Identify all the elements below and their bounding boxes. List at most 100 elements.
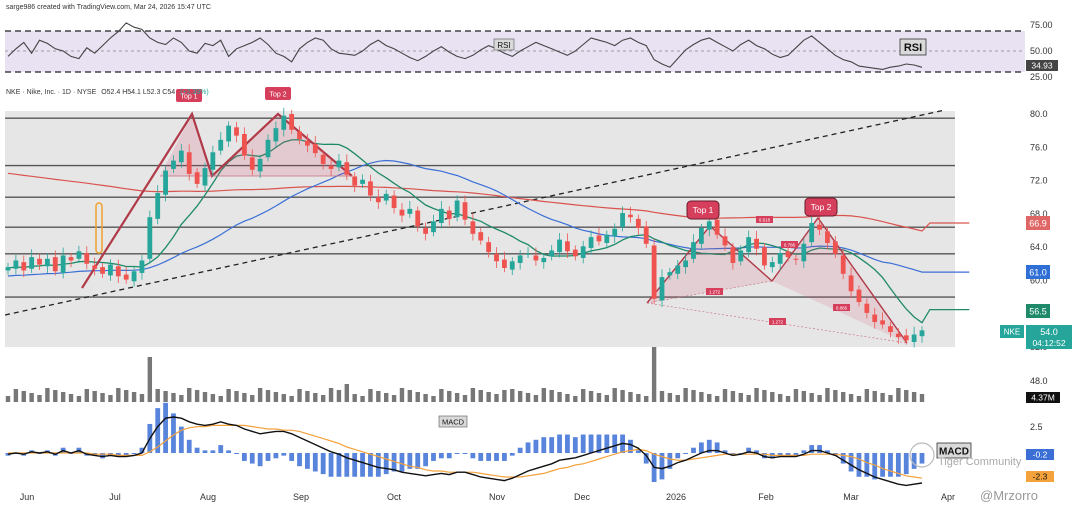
macd-hist-bar [407,453,413,469]
price-tick: 76.0 [1030,142,1048,152]
rsi-tick-25: 25.00 [1030,72,1053,82]
macd-hist-bar [297,453,302,467]
x-tick: Feb [758,492,774,502]
volume-bar [785,396,791,402]
macd-hist-bar [383,453,389,475]
macd-hist-bar [257,453,263,467]
candle [391,195,397,209]
macd-title: MACD [442,418,465,427]
volume-bar [730,391,736,402]
macd-hist-bar [123,453,129,456]
badge-top1-left-bg [176,89,202,102]
candle [234,127,239,136]
volume-bar [833,390,838,402]
volume-bar [179,395,184,402]
volume-bar [289,396,294,402]
candle [218,139,224,151]
volume-bar [391,395,397,402]
volume-bar [407,390,413,402]
candle [683,260,689,268]
volume-bar [336,390,342,402]
volume-bar [439,389,444,402]
macd-hist-bar [557,434,562,453]
volume-bar [187,388,192,402]
volume-bar [163,391,168,402]
macd-hist-bar [320,453,326,475]
sma-red [7,172,970,232]
macd-line [7,416,923,487]
x-tick: Jun [20,492,35,502]
volume-bar [533,395,539,402]
price-tick: 72.0 [1030,176,1048,186]
candle [872,314,878,323]
volume-bar [746,395,751,402]
candle [92,265,98,269]
label-volume: 4.37M [1031,393,1055,403]
rsi-line [7,22,923,70]
macd-hist-bar [478,453,484,461]
volume-bar [13,389,19,402]
volume-bar [494,394,499,402]
candle [415,210,421,227]
macd-hist-bar [494,453,499,461]
macd-hist-bar [549,437,555,453]
candle [407,208,413,214]
rsi-tick-50: 50.00 [1030,46,1053,56]
candle [226,125,232,142]
candle [903,335,909,341]
candle [241,133,247,156]
candle [194,172,200,184]
price-tick: 48.0 [1030,376,1048,386]
volume-bar [250,395,255,402]
volume-bar [911,392,917,402]
volume-bar [68,394,74,402]
watermark-community: Tiger Community [938,456,1022,468]
macd-hist-bar [344,453,350,477]
volume-bar [510,389,515,402]
macd-hist-bar [399,453,405,472]
macd-hist-bar [210,450,216,453]
candle [431,221,436,233]
volume-bar [809,393,814,402]
x-tick: Nov [489,492,506,502]
x-tick: Jul [109,492,121,502]
candle [454,200,460,218]
macd-hist-bar [163,402,168,453]
trendline-dashed [5,109,946,316]
candle [580,246,586,258]
macd-hist-bar [218,445,224,453]
candle [825,231,830,243]
volume-bar [226,389,231,402]
volume-bar [399,388,405,402]
macd-hist-bar [793,453,799,456]
x-tick: Sep [293,492,309,502]
volume-bar [793,389,799,402]
volume-bar [344,384,350,402]
candle [651,245,657,299]
macd-hist-bar [612,434,618,453]
badge-top1-right: Top 1 [693,205,714,215]
macd-hist-bar [415,453,421,469]
candle [360,179,365,184]
volume-bar [825,388,830,402]
macd-hist-bar [596,434,602,453]
candle [265,139,271,158]
time-axis: Jun Jul Aug Sep Oct Nov Dec 2026 Feb Mar Apr [20,492,955,502]
candle [572,249,578,257]
candle [848,275,854,292]
candle [840,255,846,274]
macd-hist-bar [919,453,925,464]
macd-hist-bar [470,453,476,459]
symbol-info: NKE · Nike, Inc. · 1D · NYSE [6,89,97,96]
candle [352,176,358,186]
rsi-tag-box [899,38,927,56]
candle [643,226,649,244]
candle [691,242,696,259]
candle [123,274,129,280]
volume-bar [856,396,862,402]
volume-bar [139,394,145,402]
candle [769,262,775,268]
candle [344,162,350,175]
macd-hist-bar [312,453,318,472]
